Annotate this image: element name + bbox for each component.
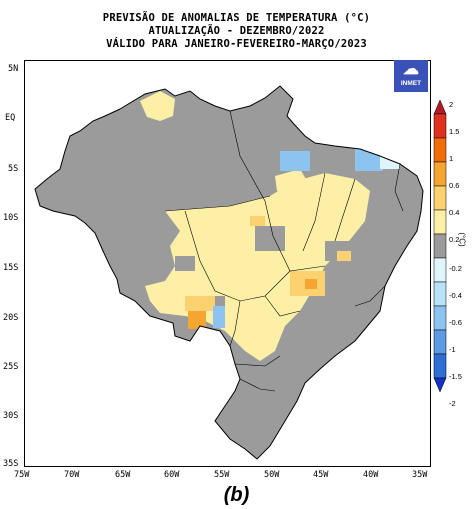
colorbar-cell (433, 137, 447, 163)
colorbar-cell (433, 305, 447, 331)
colorbar-label-neg-2: -2 (449, 399, 456, 408)
colorbar-cell (433, 161, 447, 187)
lat-tick-5n: 5N (8, 64, 19, 74)
lat-tick-10s: 10S (3, 213, 19, 223)
colorbar-label-0-4: 0.4 (449, 208, 460, 217)
map-title-line1: PREVISÃO DE ANOMALIAS DE TEMPERATURA (°C… (102, 12, 371, 24)
lon-tick-40w: 40W (363, 470, 379, 480)
lon-tick-70w: 70W (64, 470, 80, 480)
lat-tick-15s: 15S (3, 263, 19, 273)
lon-tick-50w: 50W (264, 470, 280, 480)
colorbar-label-neg-1-5: -1.5 (449, 372, 462, 381)
lat-tick-eq: EQ (5, 113, 16, 123)
lon-tick-55w: 55W (214, 470, 230, 480)
lon-tick-60w: 60W (164, 470, 180, 480)
colorbar-label-neg-0-4: -0.4 (449, 291, 462, 300)
colorbar-cell (433, 233, 447, 259)
colorbar-bottom-arrow (433, 377, 447, 393)
lat-tick-20s: 20S (3, 313, 19, 323)
inmet-logo-text: INMET (400, 80, 422, 87)
colorbar-label-1: 1 (449, 154, 454, 163)
colorbar-label-neg-0-2: -0.2 (449, 264, 462, 273)
colorbar-cell (433, 281, 447, 307)
lon-tick-65w: 65W (115, 470, 131, 480)
colorbar (433, 100, 447, 393)
lat-tick-5s: 5S (8, 164, 19, 174)
colorbar-label-0-2: 0.2 (449, 235, 460, 244)
lon-tick-75w: 75W (14, 470, 30, 480)
colorbar-cell (433, 353, 447, 379)
colorbar-unit: (°C) (457, 232, 467, 247)
colorbar-cell (433, 113, 447, 139)
map-title-line3: VÁLIDO PARA JANEIRO-FEVEREIRO-MARÇO/2023 (106, 38, 367, 50)
colorbar-cell (433, 185, 447, 211)
brazil-anomaly-map (25, 61, 430, 466)
state-borders (164, 110, 404, 392)
inmet-logo: ☁ INMET (394, 60, 428, 92)
lat-tick-25s: 25S (3, 362, 19, 372)
colorbar-cell (433, 257, 447, 283)
lat-tick-35s: 35S (3, 459, 19, 469)
lon-tick-45w: 45W (313, 470, 329, 480)
colorbar-cell (433, 329, 447, 355)
positive-anomaly-04-regions (185, 216, 351, 311)
map-title-line2: ATUALIZAÇÃO - DEZEMBRO/2022 (148, 25, 325, 37)
colorbar-label-2: 2 (449, 100, 454, 109)
colorbar-label-1-5: 1.5 (449, 127, 460, 136)
colorbar-label-neg-1: -1 (449, 345, 456, 354)
positive-anomaly-06-regions (188, 279, 317, 329)
colorbar-top-arrow (433, 100, 447, 115)
lon-tick-35w: 35W (412, 470, 428, 480)
figure-caption: (b) (223, 484, 250, 506)
cloud-sun-icon: ☁ (403, 61, 419, 78)
lat-tick-30s: 30S (3, 411, 19, 421)
colorbar-label-0-6: 0.6 (449, 181, 460, 190)
colorbar-label-neg-0-6: -0.6 (449, 318, 462, 327)
map-panel (24, 60, 431, 467)
colorbar-cell (433, 209, 447, 235)
